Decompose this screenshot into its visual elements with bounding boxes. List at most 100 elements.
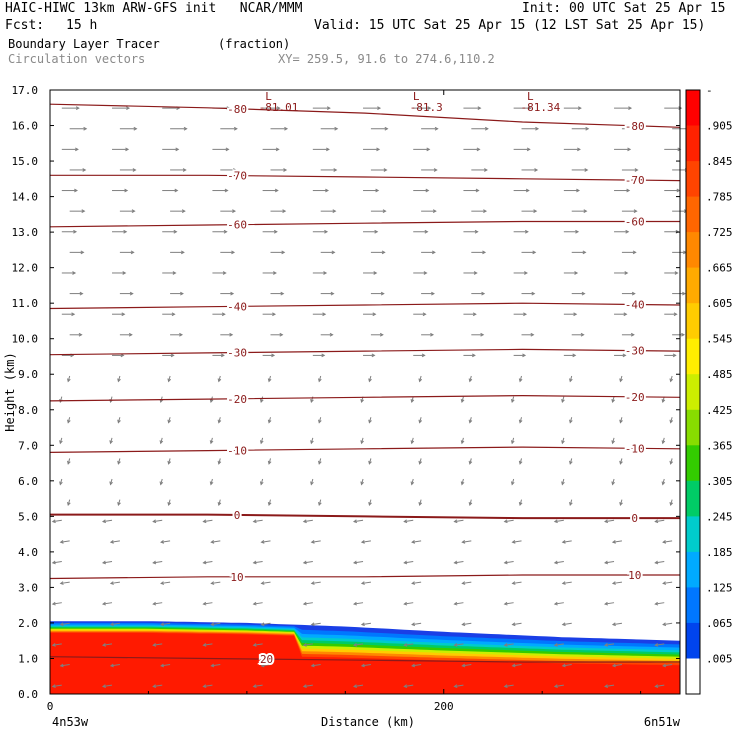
vector-arrow — [404, 602, 414, 605]
vector-arrowhead — [625, 229, 630, 234]
vector-arrowhead — [220, 353, 225, 358]
vector-arrowhead — [267, 419, 272, 424]
vector-arrow — [203, 643, 213, 646]
vector-arrowhead — [561, 398, 565, 404]
colorbar-label: .185 — [706, 546, 733, 559]
vector-arrow — [512, 581, 522, 584]
vector-arrowhead — [217, 419, 222, 424]
vector-arrow — [655, 560, 665, 564]
vector-arrowhead — [160, 581, 165, 585]
vector-arrowhead — [51, 560, 56, 565]
colorbar-swatch — [686, 551, 700, 588]
vector-arrowhead — [561, 481, 565, 486]
vector-arrowhead — [181, 209, 186, 214]
vector-arrowhead — [372, 312, 377, 317]
vector-arrowhead — [117, 460, 121, 465]
vector-arrowhead — [518, 460, 523, 465]
vector-arrowhead — [117, 502, 121, 507]
vector-arrowhead — [230, 291, 235, 296]
isotherm-label: -20 — [625, 391, 645, 404]
vector-arrowhead — [461, 540, 466, 544]
vector-arrow — [361, 540, 371, 543]
vector-arrowhead — [126, 106, 131, 110]
vector-arrowhead — [524, 229, 529, 234]
vector-arrowhead — [622, 353, 627, 358]
vector-arrowhead — [583, 209, 588, 214]
vector-arrowhead — [553, 560, 558, 565]
vector-arrowhead — [368, 378, 372, 383]
vector-arrowhead — [669, 460, 674, 465]
vector-arrow — [153, 602, 163, 605]
isotherm-line — [50, 174, 681, 182]
vector-arrow — [303, 602, 313, 605]
vector-arrowhead — [326, 147, 330, 152]
vector-arrow — [353, 643, 364, 646]
isotherm-label: -20 — [227, 393, 247, 406]
colorbar-label: .785 — [706, 191, 733, 204]
vector-arrowhead — [682, 291, 686, 296]
vector-arrowhead — [124, 188, 129, 193]
vector-arrowhead — [321, 353, 326, 358]
vector-arrowhead — [525, 188, 530, 193]
vector-arrowhead — [71, 312, 76, 317]
fcst-value: 15 h — [66, 18, 98, 33]
vector-arrowhead — [581, 291, 586, 296]
vector-arrowhead — [51, 684, 56, 688]
vector-arrowhead — [267, 460, 272, 465]
vector-arrowhead — [669, 502, 674, 507]
vector-arrowhead — [81, 209, 86, 214]
isotherm-line — [49, 302, 681, 310]
isotherm-label: -30 — [227, 347, 247, 360]
vector-arrowhead — [572, 353, 577, 358]
colorbar-swatch — [686, 267, 700, 304]
vector-arrowhead — [352, 519, 358, 524]
vector-arrowhead — [410, 398, 415, 404]
vector-arrowhead — [167, 460, 172, 465]
vector-arrow — [655, 519, 665, 523]
vector-arrowhead — [676, 188, 681, 193]
vector-arrowhead — [180, 250, 185, 255]
isotherm-label: -10 — [625, 442, 645, 455]
vector-arrow — [554, 643, 564, 646]
vector-arrowhead — [422, 312, 427, 317]
vector-arrow — [211, 664, 221, 667]
vector-arrowhead — [179, 332, 184, 337]
vector-arrowhead — [373, 271, 378, 275]
vector-arrowhead — [360, 622, 365, 627]
colorbar-swatch — [686, 338, 700, 375]
vector-arrowhead — [631, 291, 636, 296]
vector-arrowhead — [561, 663, 566, 668]
vector-arrow — [454, 643, 464, 646]
y-tick-label: 15.0 — [12, 155, 39, 168]
vector-arrowhead — [360, 481, 364, 486]
vector-arrowhead — [352, 560, 358, 565]
vector-arrow — [161, 664, 171, 667]
vector-arrow — [663, 622, 673, 626]
vector-arrow — [311, 581, 321, 584]
y-tick-label: 7.0 — [18, 439, 38, 452]
vector-arrowhead — [59, 663, 64, 668]
isotherm-line — [49, 446, 681, 453]
vector-arrowhead — [109, 663, 114, 668]
vector-arrowhead — [318, 502, 322, 507]
vector-arrowhead — [260, 663, 265, 668]
vector-arrow — [655, 684, 665, 687]
vector-arrowhead — [209, 398, 214, 404]
colorbar-swatch — [686, 658, 700, 695]
vector-arrow — [612, 540, 622, 543]
isotherm-label: 0 — [631, 512, 638, 525]
vector-arrowhead — [259, 481, 264, 486]
vector-arrowhead — [453, 684, 458, 688]
vector-arrow — [261, 664, 271, 667]
header: HAIC-HIWC 13km ARW-GFS init NCAR/MMM Ini… — [0, 0, 740, 70]
vector-arrowhead — [453, 601, 458, 606]
y-tick-label: 11.0 — [12, 297, 39, 310]
vector-arrowhead — [224, 188, 229, 193]
low-markers: L-81.01L-81.3L-81.34 — [259, 90, 561, 114]
low-marker-letter: L — [527, 90, 534, 103]
vector-arrowhead — [624, 271, 629, 275]
vector-arrow — [454, 602, 464, 605]
vector-arrowhead — [51, 601, 56, 606]
vector-arrowhead — [280, 291, 285, 296]
vector-arrowhead — [310, 622, 315, 627]
